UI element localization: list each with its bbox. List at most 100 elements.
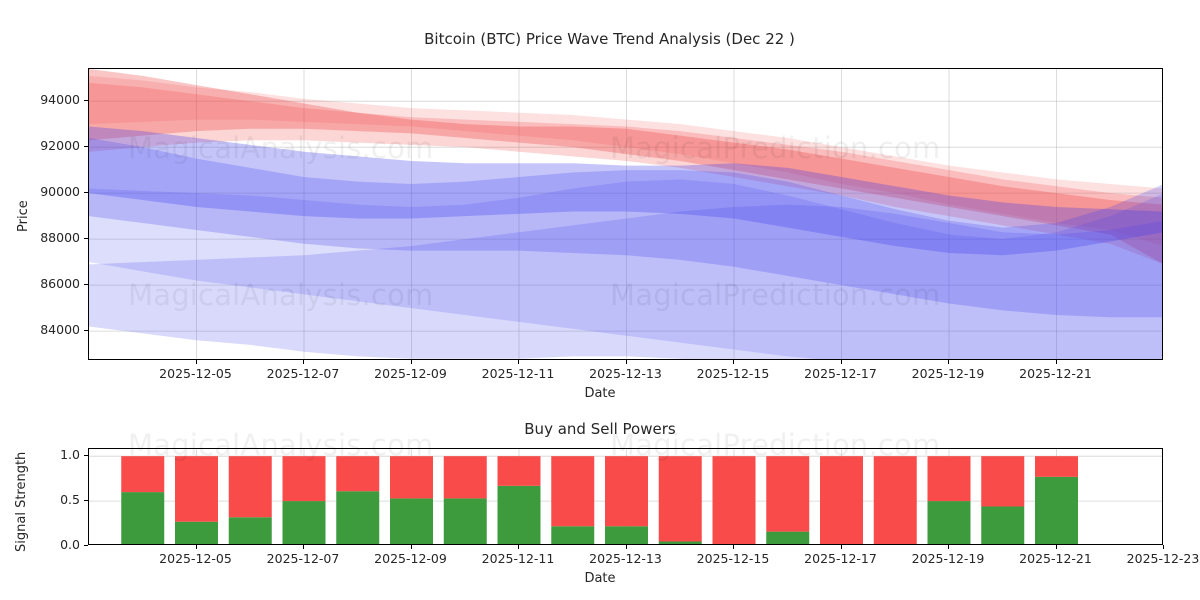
price-y-tick-mark (84, 284, 88, 286)
power-y-tick-mark (84, 545, 88, 546)
buy-power-bar (175, 521, 218, 544)
power-x-tick-label: 2025-12-15 (696, 551, 770, 566)
power-x-tick-label: 2025-12-23 (1126, 551, 1200, 566)
sell-power-bar (927, 456, 971, 502)
power-x-tick-mark (1055, 545, 1057, 549)
figure-title-line1: Bitcoin (BTC) Price Wave Trend Analysis … (424, 30, 795, 48)
price-x-tick-mark (1055, 360, 1057, 364)
buy-power-bar (927, 501, 971, 544)
price-x-tick-label: 2025-12-09 (374, 366, 447, 381)
power-x-tick-mark (1163, 545, 1164, 549)
power-x-tick-mark (410, 545, 412, 549)
price-x-tick-label: 2025-12-17 (804, 366, 877, 381)
price-x-tick-label: 2025-12-19 (911, 366, 985, 381)
price-x-tick-mark (840, 360, 842, 364)
band-bearish-wave-2 (89, 82, 1162, 264)
price-x-tick-mark (410, 360, 412, 364)
price-chart-plot-area (88, 68, 1163, 360)
buy-power-bar (228, 517, 272, 544)
buy-power-bar (443, 498, 487, 544)
price-y-tick-mark (84, 146, 88, 148)
sell-power-bar (175, 456, 218, 522)
power-x-tick-label: 2025-12-19 (911, 551, 985, 566)
buy-power-bar (981, 506, 1025, 544)
power-x-tick-label: 2025-12-17 (804, 551, 877, 566)
band-bullish-wave-3 (89, 204, 1162, 359)
band-bearish-wave-3 (89, 75, 1162, 246)
price-x-tick-label: 2025-12-05 (159, 366, 232, 381)
price-y-tick-mark (84, 100, 88, 102)
sell-power-bar (497, 456, 541, 486)
sell-power-bar (121, 456, 165, 493)
power-x-tick-label: 2025-12-13 (589, 551, 662, 566)
power-x-tick-label: 2025-12-05 (159, 551, 232, 566)
sell-power-bar (766, 456, 810, 532)
price-chart-y-axis-label: Price (16, 200, 31, 232)
power-x-tick-mark (518, 545, 519, 549)
price-x-tick-label: 2025-12-07 (266, 366, 340, 381)
power-y-tick-label: 0.5 (60, 492, 80, 508)
buy-power-bar (282, 501, 326, 544)
price-x-tick-mark (518, 360, 519, 364)
price-chart-x-axis-label: Date (584, 386, 616, 401)
buy-power-bar (497, 485, 541, 544)
power-x-tick-mark (733, 545, 734, 549)
power-chart-svg (89, 449, 1162, 544)
price-chart-svg (89, 69, 1162, 359)
price-x-tick-label: 2025-12-13 (589, 366, 662, 381)
sell-power-bar (282, 456, 326, 502)
price-y-tick-mark (84, 238, 88, 240)
power-x-tick-mark (625, 545, 627, 549)
power-y-tick-mark (84, 455, 88, 457)
sell-power-bar (336, 456, 380, 492)
power-chart-plot-area (88, 448, 1163, 545)
power-x-tick-label: 2025-12-09 (374, 551, 447, 566)
power-chart-title: Buy and Sell Powers (524, 420, 676, 438)
power-chart-y-axis-label: Signal Strength (14, 451, 29, 552)
sell-power-bar (712, 456, 756, 544)
power-y-tick-label: 1.0 (60, 447, 80, 463)
power-x-tick-label: 2025-12-11 (481, 551, 555, 566)
buy-power-bar (551, 526, 595, 544)
buy-power-bar (1035, 476, 1078, 544)
sell-power-bar (443, 456, 487, 499)
sell-power-bar (390, 456, 433, 499)
power-x-tick-mark (948, 545, 949, 549)
sell-power-bar (658, 456, 702, 542)
band-bullish-wave-2 (89, 137, 1162, 318)
price-x-tick-mark (625, 360, 627, 364)
sell-power-bar (605, 456, 648, 527)
price-y-tick-label: 90000 (40, 184, 80, 200)
price-x-tick-mark (303, 360, 304, 364)
power-y-tick-label: 0.0 (60, 537, 80, 552)
buy-power-bar (605, 526, 648, 544)
sell-power-bar (873, 456, 917, 544)
power-x-tick-mark (840, 545, 842, 549)
buy-power-bar (658, 541, 702, 544)
sell-power-bar (820, 456, 863, 544)
power-x-tick-label: 2025-12-07 (266, 551, 340, 566)
price-x-tick-label: 2025-12-15 (696, 366, 770, 381)
price-y-tick-label: 94000 (40, 92, 80, 108)
price-y-tick-label: 88000 (40, 230, 80, 246)
price-x-tick-label: 2025-12-21 (1019, 366, 1092, 381)
power-y-tick-mark (84, 500, 88, 502)
power-chart-x-axis-label: Date (584, 571, 616, 586)
power-x-tick-label: 2025-12-21 (1019, 551, 1092, 566)
band-bullish-wave-4 (89, 179, 1162, 359)
sell-power-bar (551, 456, 595, 527)
band-bearish-wave-1 (89, 69, 1162, 264)
buy-power-bar (766, 531, 810, 544)
power-x-tick-mark (195, 545, 197, 549)
buy-power-bar (390, 498, 433, 544)
sell-power-bar (1035, 456, 1078, 477)
sell-power-bar (981, 456, 1025, 507)
price-y-tick-label: 84000 (40, 322, 80, 338)
price-x-tick-label: 2025-12-11 (481, 366, 555, 381)
band-bullish-wave-1 (89, 126, 1162, 256)
price-y-tick-mark (84, 192, 88, 194)
power-x-tick-mark (303, 545, 304, 549)
sell-power-bar (228, 456, 272, 518)
price-x-tick-mark (948, 360, 949, 364)
